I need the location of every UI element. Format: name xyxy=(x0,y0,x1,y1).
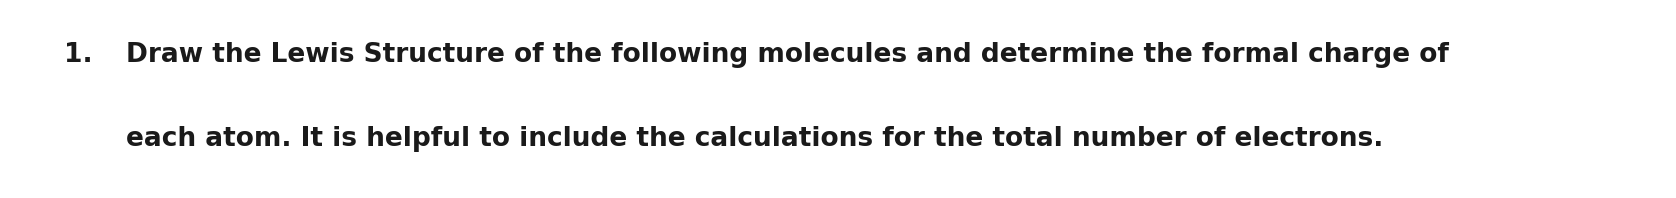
Text: each atom. It is helpful to include the calculations for the total number of ele: each atom. It is helpful to include the … xyxy=(126,126,1383,152)
Text: 1.: 1. xyxy=(64,42,92,69)
Text: Draw the Lewis Structure of the following molecules and determine the formal cha: Draw the Lewis Structure of the followin… xyxy=(126,42,1448,69)
